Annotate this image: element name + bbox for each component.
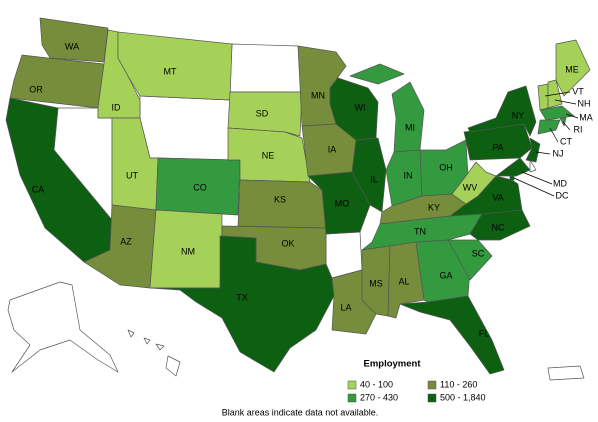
state-label: WI — [355, 102, 366, 112]
blank-state — [229, 43, 303, 93]
state-label: OK — [281, 238, 294, 248]
leader-line — [562, 121, 571, 131]
state-label: CT — [560, 136, 572, 146]
leader-line — [554, 99, 577, 105]
state-label: KY — [428, 202, 440, 212]
state-label: NE — [262, 150, 275, 160]
state — [467, 85, 537, 137]
state-label: MD — [553, 178, 567, 188]
legend-label: 40 - 100 — [360, 379, 393, 389]
state-label: MN — [311, 90, 325, 100]
state-label: MO — [335, 198, 350, 208]
legend-swatch — [347, 380, 357, 390]
state — [227, 91, 303, 137]
state-label: SD — [256, 108, 269, 118]
state-label: MT — [164, 66, 177, 76]
legend-label: 270 - 430 — [360, 392, 398, 402]
legend-swatch — [427, 380, 437, 390]
state — [539, 105, 575, 121]
state-label: ME — [565, 64, 579, 74]
state — [155, 157, 241, 216]
leader-line — [565, 113, 579, 119]
state-label: TN — [414, 226, 426, 236]
blank-state — [143, 337, 151, 345]
state-label: RI — [574, 124, 583, 134]
state — [39, 17, 109, 63]
state-label: NM — [181, 246, 195, 256]
note: Blank areas indicate data not available. — [222, 407, 379, 417]
leader-line — [535, 151, 551, 155]
blank-state — [165, 355, 181, 377]
leader-line — [513, 177, 555, 197]
blank-state — [139, 95, 231, 161]
blank-state — [127, 329, 135, 338]
blank-state — [155, 343, 165, 351]
state-label: WA — [65, 41, 79, 51]
state — [391, 81, 425, 153]
state-label: NC — [492, 222, 505, 232]
state — [117, 31, 233, 101]
legend-label: 110 - 260 — [440, 379, 477, 389]
state-label: VT — [572, 86, 584, 96]
legend-swatch — [347, 393, 357, 403]
state — [451, 161, 497, 205]
state-label: AL — [398, 276, 409, 286]
state-label: MI — [405, 122, 415, 132]
state-label: VA — [492, 192, 503, 202]
state-label: IL — [370, 174, 378, 184]
state-label: UT — [126, 170, 138, 180]
blank-state — [529, 159, 537, 173]
state — [349, 63, 405, 85]
leader-line — [521, 171, 553, 185]
blank-state — [7, 281, 119, 373]
state — [447, 239, 493, 281]
state-label: IN — [404, 170, 413, 180]
state-label: TX — [236, 292, 248, 302]
leader-line — [549, 127, 559, 143]
state-label: SC — [472, 248, 485, 258]
legend-title: Employment — [363, 359, 421, 370]
legend-label: 500 - 1,840 — [440, 392, 486, 402]
state — [509, 175, 515, 181]
state-label: NJ — [553, 148, 564, 158]
state-label: NH — [578, 98, 591, 108]
state-label: IA — [328, 144, 337, 154]
state-label: ID — [112, 102, 122, 112]
leader-line — [544, 91, 571, 97]
state-label: CO — [193, 182, 207, 192]
state-label: FL — [479, 328, 490, 338]
state-label: OH — [439, 162, 453, 172]
state — [525, 137, 541, 163]
state-label: KS — [274, 194, 286, 204]
state — [537, 83, 549, 111]
state — [555, 39, 591, 97]
state — [537, 119, 561, 135]
states — [5, 17, 591, 381]
state-labels: WA OR CA ID MT UT CO AZ NM SD NE KS OK TX MN IA MO LA WI IL… — [29, 41, 593, 338]
state-label: GA — [439, 270, 452, 280]
state-label: CA — [32, 184, 45, 194]
state-label: MA — [579, 112, 593, 122]
state — [495, 157, 531, 177]
state-label: MS — [369, 278, 383, 288]
state-label: NY — [512, 110, 525, 120]
state — [149, 235, 335, 373]
state-label: OR — [29, 84, 43, 94]
state-label: PA — [492, 142, 503, 152]
legend-swatch — [427, 393, 437, 403]
state — [399, 295, 505, 375]
state-label: WV — [463, 182, 478, 192]
state-label: DC — [556, 190, 569, 200]
state — [9, 54, 105, 109]
blank-state — [547, 365, 585, 381]
state-label: AZ — [120, 236, 132, 246]
state-label: LA — [340, 302, 351, 312]
